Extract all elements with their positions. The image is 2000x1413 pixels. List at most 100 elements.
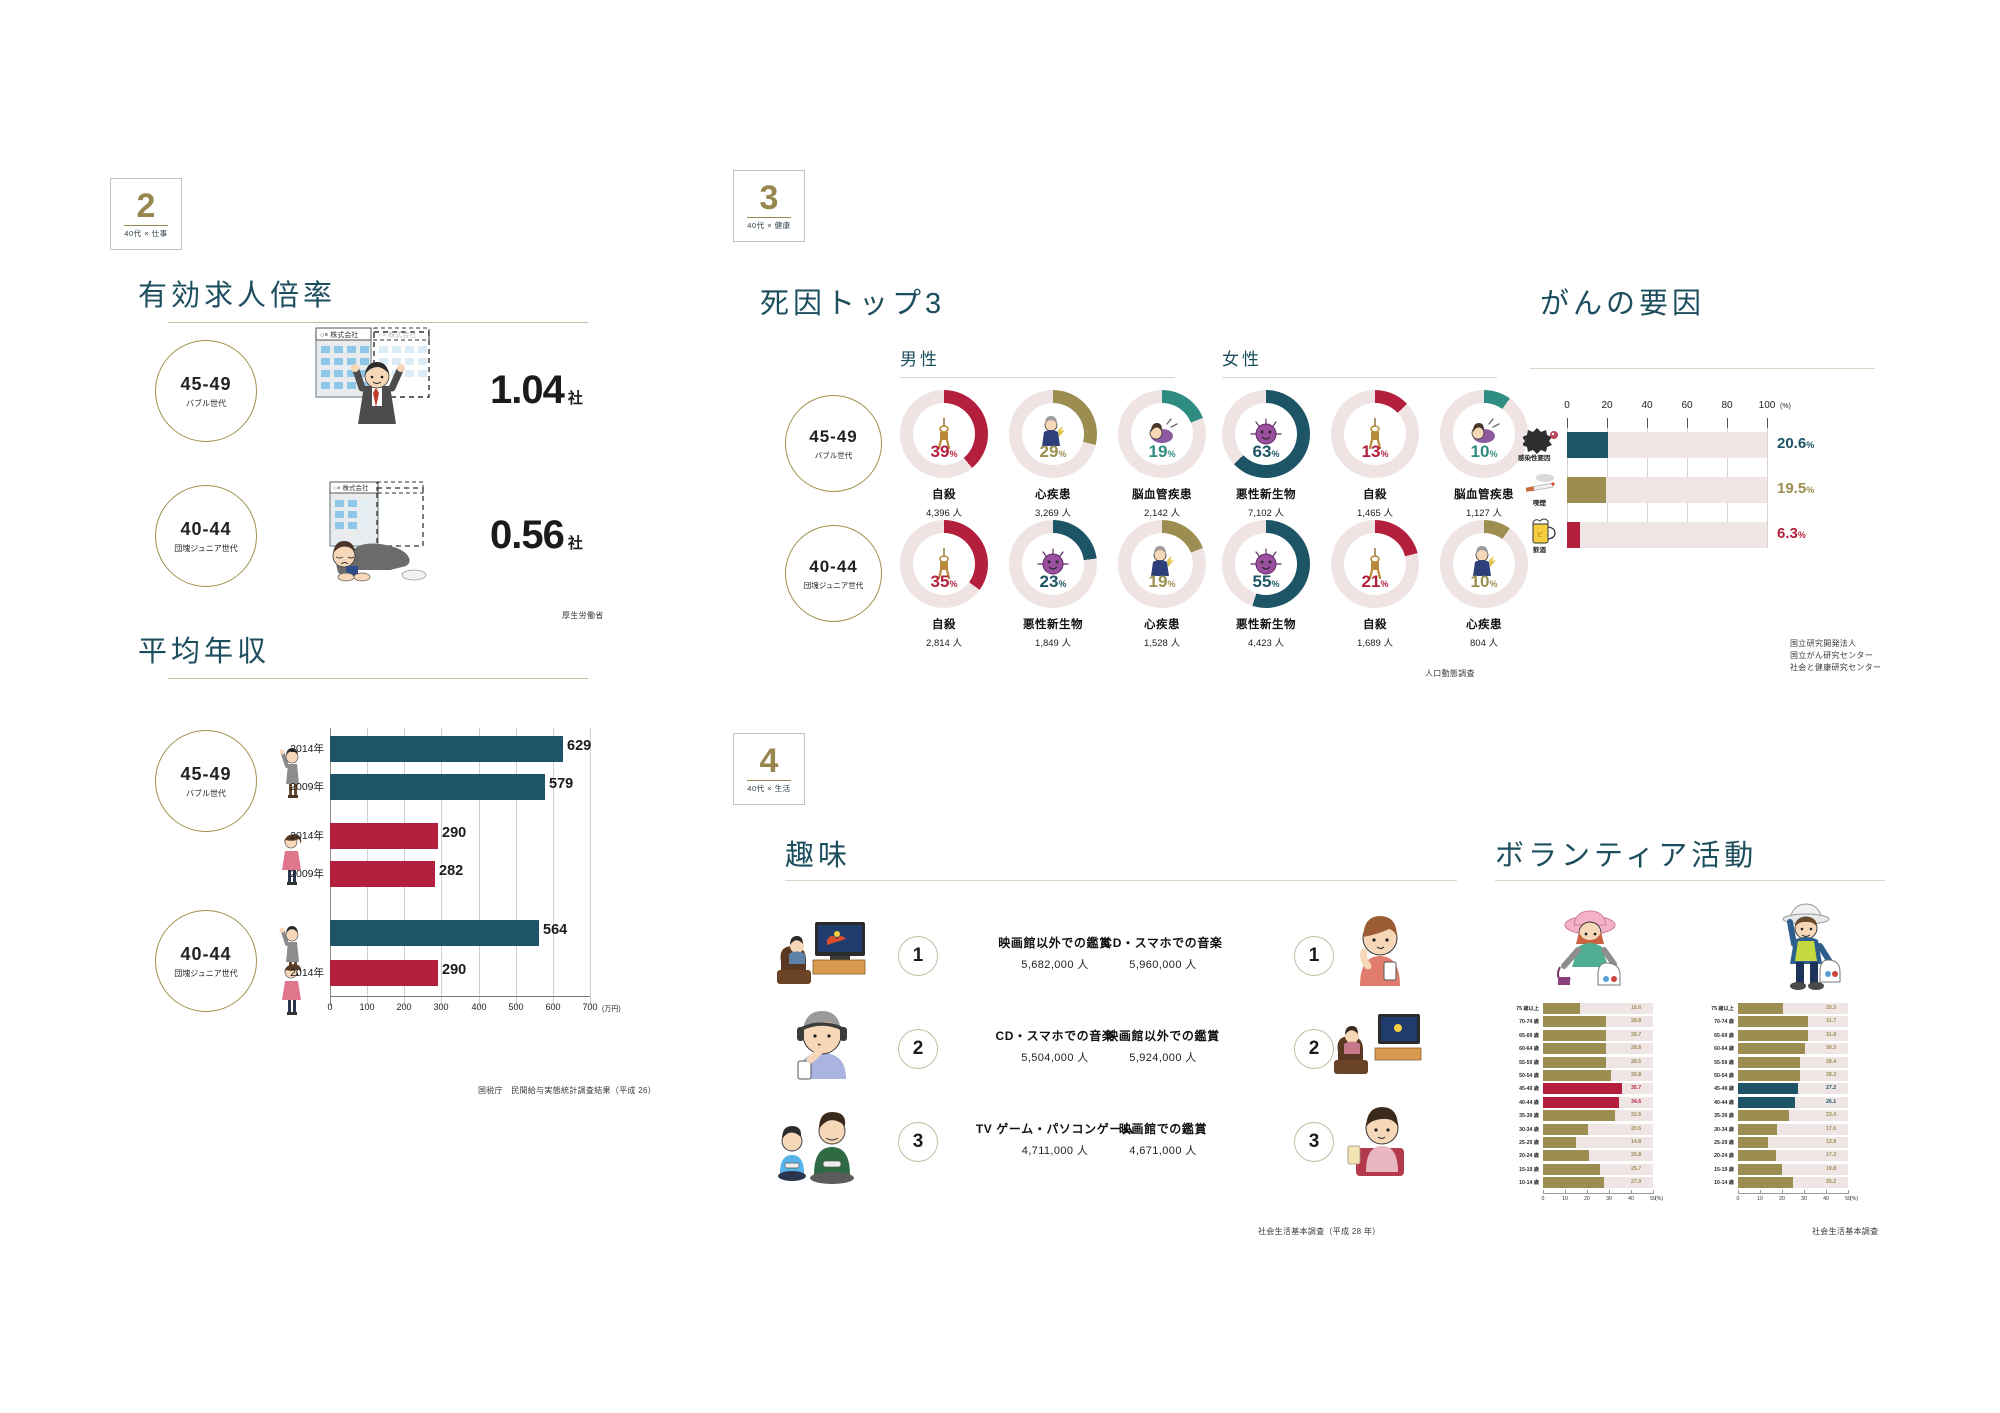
income-year-label: 2014年 bbox=[290, 743, 324, 755]
axis-tick: 10 bbox=[1757, 1195, 1763, 1202]
svg-text:ビ: ビ bbox=[1537, 531, 1543, 539]
donut-count: 1,849 人 bbox=[1035, 638, 1071, 649]
woman-cinema-icon bbox=[1347, 1107, 1404, 1176]
volunteer-age-label: 70-74 歳 bbox=[1519, 1019, 1539, 1026]
divider bbox=[168, 322, 588, 323]
volunteer-value: 31.7 bbox=[1826, 1018, 1837, 1025]
volunteer-bar bbox=[1738, 1016, 1808, 1028]
happy-businessman-icon: ○× 株式会社 ○× 株式会社 bbox=[315, 327, 430, 424]
volunteer-row: 40-44 歳 26.1 bbox=[1700, 1096, 1875, 1110]
volunteer-row: 60-64 歳 30.3 bbox=[1700, 1043, 1875, 1056]
volunteer-row: 30-34 歳 17.6 bbox=[1700, 1123, 1875, 1137]
death-donut: 63% 悪性新生物 7,102 人 bbox=[1222, 390, 1310, 524]
volunteer-age-label: 70-74 歳 bbox=[1714, 1019, 1734, 1026]
volunteer-bar bbox=[1543, 1003, 1580, 1014]
volunteer-age-label: 65-69 歳 bbox=[1714, 1032, 1734, 1039]
income-year-label: 2014年 bbox=[290, 830, 324, 842]
hobby-rank-badge: 1 bbox=[898, 936, 938, 976]
volunteer-value: 20.6 bbox=[1631, 1125, 1642, 1132]
generation-range: 40-44 bbox=[809, 556, 858, 576]
section-label: 40代 × 生活 bbox=[747, 779, 791, 794]
volunteer-bar bbox=[1738, 1137, 1769, 1148]
hobby-name: 映画館以外での鑑賞 bbox=[1106, 1029, 1220, 1043]
page-title-death: 死因トップ3 bbox=[760, 288, 946, 320]
volunteer-value: 35.7 bbox=[1631, 1085, 1642, 1092]
divider bbox=[1495, 880, 1885, 881]
generation-circle-45-49-death: 45-49 バブル世代 bbox=[785, 395, 882, 492]
volunteer-age-label: 15-19 歳 bbox=[1519, 1166, 1539, 1173]
death-donut: 35% 自殺 2,814 人 bbox=[900, 520, 988, 654]
hobby-entry: 映画館での鑑賞 4,671,000 人 bbox=[1048, 1120, 1278, 1158]
donut-percent: 29% bbox=[1039, 442, 1067, 461]
donut-ring: 29% bbox=[1009, 390, 1097, 478]
axis-tick: 30 bbox=[1801, 1195, 1807, 1202]
svg-text:○× 株式会社: ○× 株式会社 bbox=[378, 330, 416, 339]
volunteer-value: 27.9 bbox=[1631, 1179, 1642, 1186]
donut-count: 3,269 人 bbox=[1035, 508, 1071, 519]
donut-percent: 35% bbox=[930, 572, 958, 591]
donut-percent: 21% bbox=[1361, 572, 1389, 591]
volunteer-value: 25.2 bbox=[1826, 1179, 1837, 1186]
death-donut: 39% 自殺 4,396 人 bbox=[900, 390, 988, 524]
income-bar bbox=[330, 960, 438, 986]
donut-count: 1,465 人 bbox=[1357, 508, 1393, 519]
volunteer-bar bbox=[1543, 1123, 1589, 1135]
volunteer-age-label: 50-54 歳 bbox=[1714, 1073, 1734, 1079]
income-bar bbox=[330, 774, 545, 800]
hobby-count: 5,504,000 人 bbox=[1021, 1052, 1089, 1064]
generation-range: 40-44 bbox=[180, 518, 232, 539]
axis-tick: 60 bbox=[1681, 400, 1693, 411]
volunteer-value: 14.8 bbox=[1631, 1139, 1642, 1145]
volunteer-row: 40-44 歳 34.6 bbox=[1505, 1096, 1680, 1110]
death-donut: 13% 自殺 1,465 人 bbox=[1331, 390, 1419, 524]
axis-unit: (%) bbox=[1655, 1195, 1664, 1202]
hobby-rank-badge: 3 bbox=[898, 1122, 938, 1162]
volunteer-bar bbox=[1738, 1110, 1790, 1122]
donut-label: 自殺 bbox=[932, 619, 956, 631]
generation-name: バブル世代 bbox=[186, 398, 226, 408]
death-donut: 19% 脳血管疾患 2,142 人 bbox=[1118, 390, 1206, 524]
volunteer-value: 13.8 bbox=[1826, 1139, 1837, 1145]
volunteer-value: 32.6 bbox=[1631, 1112, 1642, 1119]
hobby-count: 5,682,000 人 bbox=[1021, 959, 1089, 971]
volunteer-row: 65-69 歳 28.7 bbox=[1505, 1029, 1680, 1043]
section-number: 4 bbox=[759, 742, 779, 781]
generation-circle-45-49-income: 45-49 バブル世代 bbox=[155, 730, 257, 832]
cancer-label-smoking: 喫煙 bbox=[1533, 500, 1546, 507]
volunteer-value: 34.6 bbox=[1631, 1098, 1642, 1105]
volunteer-row: 45-49 歳 35.7 bbox=[1505, 1083, 1680, 1096]
income-source: 国税庁 民間給与実態統計調査結果（平成 26） bbox=[478, 1086, 657, 1095]
hobby-entry: 映画館以外での鑑賞 5,682,000 人 bbox=[940, 934, 1170, 972]
volunteer-value: 28.8 bbox=[1631, 1045, 1642, 1052]
axis-tick: 80 bbox=[1721, 400, 1733, 411]
volunteer-bar bbox=[1543, 1177, 1605, 1189]
volunteer-age-label: 35-39 歳 bbox=[1519, 1113, 1539, 1120]
man-standing-icon bbox=[279, 748, 299, 798]
volunteer-bar bbox=[1738, 1096, 1796, 1108]
generation-range: 40-44 bbox=[180, 943, 232, 964]
volunteer-row: 55-59 歳 28.5 bbox=[1505, 1056, 1680, 1070]
volunteer-bar bbox=[1543, 1163, 1600, 1175]
woman-standing-icon bbox=[282, 964, 302, 1015]
svg-text:○× 株式会社: ○× 株式会社 bbox=[333, 483, 369, 492]
stroke-icon bbox=[1145, 416, 1179, 455]
hobby-entry: TV ゲーム・パソコンゲーム 4,711,000 人 bbox=[940, 1120, 1170, 1158]
cancer-value-infection: 20.6% bbox=[1777, 435, 1815, 452]
volunteer-bar bbox=[1738, 1150, 1777, 1162]
volunteer-age-label: 40-44 歳 bbox=[1519, 1099, 1539, 1106]
income-value: 290 bbox=[442, 825, 467, 841]
volunteer-row: 45-49 歳 27.2 bbox=[1700, 1083, 1875, 1096]
volunteer-row: 35-39 歳 32.6 bbox=[1505, 1110, 1680, 1123]
income-year-label: 2009年 bbox=[290, 868, 324, 880]
volunteer-bar bbox=[1543, 1070, 1611, 1081]
woman-music-icon bbox=[1360, 916, 1400, 986]
volunteer-row: 70-74 歳 28.8 bbox=[1505, 1016, 1680, 1029]
donut-ring: 13% bbox=[1331, 390, 1419, 478]
hobby-count: 5,960,000 人 bbox=[1129, 959, 1197, 971]
volunteer-value: 26.1 bbox=[1826, 1098, 1837, 1105]
donut-ring: 35% bbox=[900, 520, 988, 608]
donut-label: 悪性新生物 bbox=[1023, 619, 1083, 631]
volunteer-row: 65-69 歳 31.8 bbox=[1700, 1029, 1875, 1043]
donut-ring: 19% bbox=[1118, 520, 1206, 608]
hobby-rank-badge: 2 bbox=[898, 1029, 938, 1069]
